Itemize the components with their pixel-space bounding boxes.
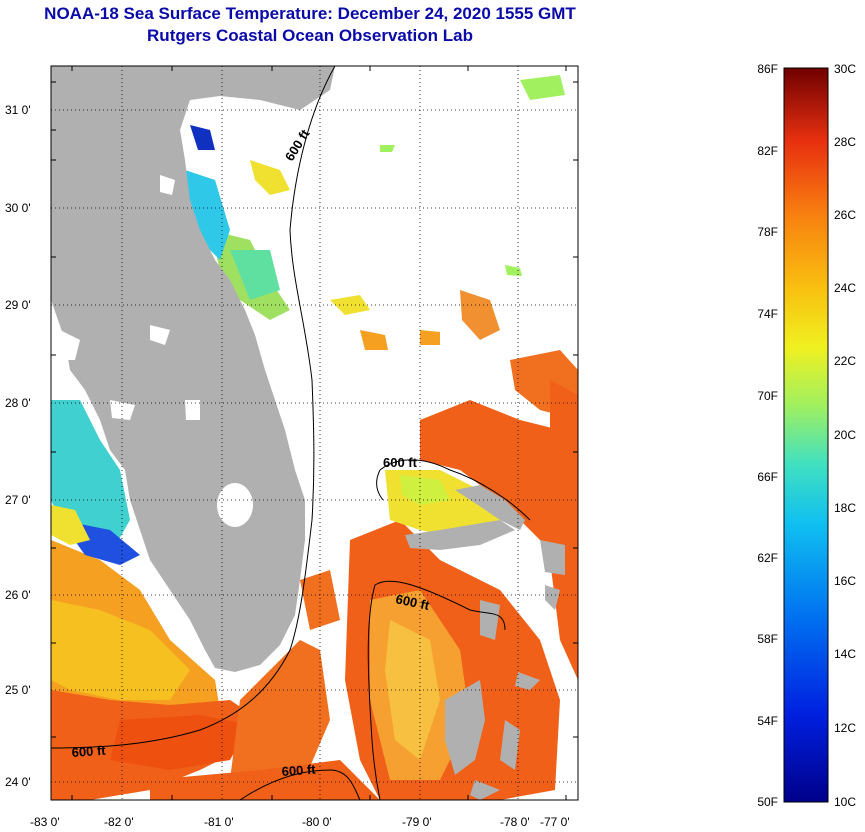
cb-c-14: 14C — [834, 647, 856, 661]
map-frame — [50, 65, 579, 801]
cb-f-54: 54F — [757, 714, 778, 728]
title-line-2: Rutgers Coastal Ocean Observation Lab — [147, 26, 473, 45]
cb-c-30: 30C — [834, 62, 856, 76]
lat-label-27: 27 0' — [5, 493, 31, 507]
cb-f-78: 78F — [757, 225, 778, 239]
lon-label-77: -77 0' — [540, 815, 570, 829]
contour-label-west: 600 ft — [71, 743, 107, 760]
cb-c-18: 18C — [834, 501, 856, 515]
cb-c-20: 20C — [834, 428, 856, 442]
cb-f-66: 66F — [757, 470, 778, 484]
lon-label-82: -82 0' — [104, 815, 134, 829]
lat-label-29: 29 0' — [5, 298, 31, 312]
cb-f-62: 62F — [757, 551, 778, 565]
lat-label-30: 30 0' — [5, 201, 31, 215]
lat-label-26: 26 0' — [5, 588, 31, 602]
cb-f-82: 82F — [757, 144, 778, 158]
lat-label-31: 31 0' — [5, 103, 31, 117]
axis-ticks — [51, 66, 578, 800]
cb-c-12: 12C — [834, 721, 856, 735]
lakes — [60, 175, 253, 527]
colorbar-fahrenheit-labels: 86F 82F 78F 74F 70F 66F 62F 58F 54F 50F — [757, 62, 778, 809]
cb-c-24: 24C — [834, 281, 856, 295]
lon-label-81: -81 0' — [204, 815, 234, 829]
contour-label-bahamas: 600 ft — [383, 455, 418, 470]
cb-f-70: 70F — [757, 389, 778, 403]
contour-label-east: 600 ft — [394, 591, 431, 613]
lon-label-83: -83 0' — [30, 815, 60, 829]
cb-c-10: 10C — [834, 795, 856, 809]
cb-f-58: 58F — [757, 632, 778, 646]
cb-f-86: 86F — [757, 62, 778, 76]
lat-label-24: 24 0' — [5, 775, 31, 789]
lat-label-25: 25 0' — [5, 683, 31, 697]
lon-label-78: -78 0' — [500, 815, 530, 829]
longitude-labels: -83 0' -82 0' -81 0' -80 0' -79 0' -78 0… — [30, 815, 570, 829]
cb-c-28: 28C — [834, 135, 856, 149]
land — [51, 66, 565, 800]
title-line-1: NOAA-18 Sea Surface Temperature: Decembe… — [44, 4, 576, 23]
contour-label-south: 600 ft — [281, 762, 317, 779]
isobath-600ft — [51, 66, 531, 800]
cb-c-26: 26C — [834, 208, 856, 222]
cb-c-22: 22C — [834, 354, 856, 368]
cb-f-50: 50F — [757, 795, 778, 809]
colorbar-celsius-labels: 30C 28C 26C 24C 22C 20C 18C 16C 14C 12C … — [834, 62, 856, 809]
cb-c-16: 16C — [834, 574, 856, 588]
latitude-labels: 31 0' 30 0' 29 0' 28 0' 27 0' 26 0' 25 0… — [5, 103, 31, 789]
lon-label-79: -79 0' — [402, 815, 432, 829]
lat-label-28: 28 0' — [5, 396, 31, 410]
lon-label-80: -80 0' — [302, 815, 332, 829]
colorbar — [783, 67, 829, 803]
cb-f-74: 74F — [757, 307, 778, 321]
